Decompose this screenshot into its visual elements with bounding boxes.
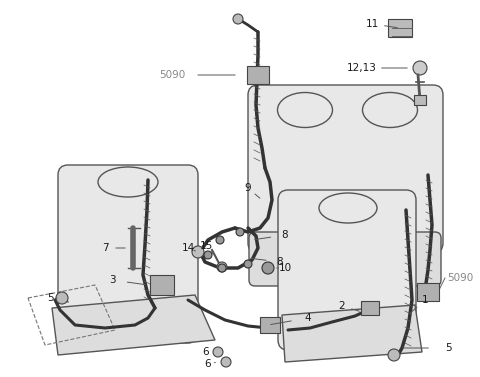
Text: 8: 8 <box>276 257 283 267</box>
FancyBboxPatch shape <box>247 66 269 84</box>
Circle shape <box>236 228 244 236</box>
FancyBboxPatch shape <box>414 95 426 105</box>
Circle shape <box>213 347 223 357</box>
Text: 8: 8 <box>282 230 288 240</box>
Text: 11: 11 <box>365 19 379 29</box>
Circle shape <box>217 262 227 272</box>
Text: 10: 10 <box>278 263 291 273</box>
Circle shape <box>204 251 212 259</box>
Circle shape <box>56 292 68 304</box>
FancyBboxPatch shape <box>249 232 441 286</box>
Text: 5: 5 <box>444 343 451 353</box>
Text: 15: 15 <box>199 241 213 251</box>
Circle shape <box>413 61 427 75</box>
FancyBboxPatch shape <box>260 317 280 333</box>
Text: 6: 6 <box>204 359 211 369</box>
FancyBboxPatch shape <box>278 190 416 350</box>
Text: 7: 7 <box>102 243 108 253</box>
Ellipse shape <box>319 193 377 223</box>
Text: 9: 9 <box>245 183 252 193</box>
Circle shape <box>388 349 400 361</box>
Text: 12,13: 12,13 <box>347 63 377 73</box>
Text: 5090: 5090 <box>159 70 185 80</box>
Circle shape <box>192 246 204 258</box>
Text: 4: 4 <box>305 313 312 323</box>
Ellipse shape <box>362 92 418 127</box>
Ellipse shape <box>277 92 333 127</box>
FancyBboxPatch shape <box>150 275 174 295</box>
FancyBboxPatch shape <box>58 165 198 343</box>
Ellipse shape <box>98 167 158 197</box>
Circle shape <box>216 236 224 244</box>
Text: 2: 2 <box>339 301 345 311</box>
Polygon shape <box>52 295 215 355</box>
Circle shape <box>218 264 226 272</box>
Circle shape <box>221 357 231 367</box>
Text: 5: 5 <box>47 293 53 303</box>
FancyBboxPatch shape <box>417 283 439 301</box>
Circle shape <box>262 262 274 274</box>
Text: 6: 6 <box>203 347 209 357</box>
Circle shape <box>233 14 243 24</box>
Text: 5090: 5090 <box>447 273 473 283</box>
Text: 3: 3 <box>108 275 115 285</box>
FancyBboxPatch shape <box>361 301 379 315</box>
FancyBboxPatch shape <box>248 85 443 253</box>
Polygon shape <box>282 305 422 362</box>
FancyBboxPatch shape <box>388 19 412 37</box>
Text: 1: 1 <box>422 295 428 305</box>
Text: 14: 14 <box>181 243 194 253</box>
Circle shape <box>244 260 252 268</box>
